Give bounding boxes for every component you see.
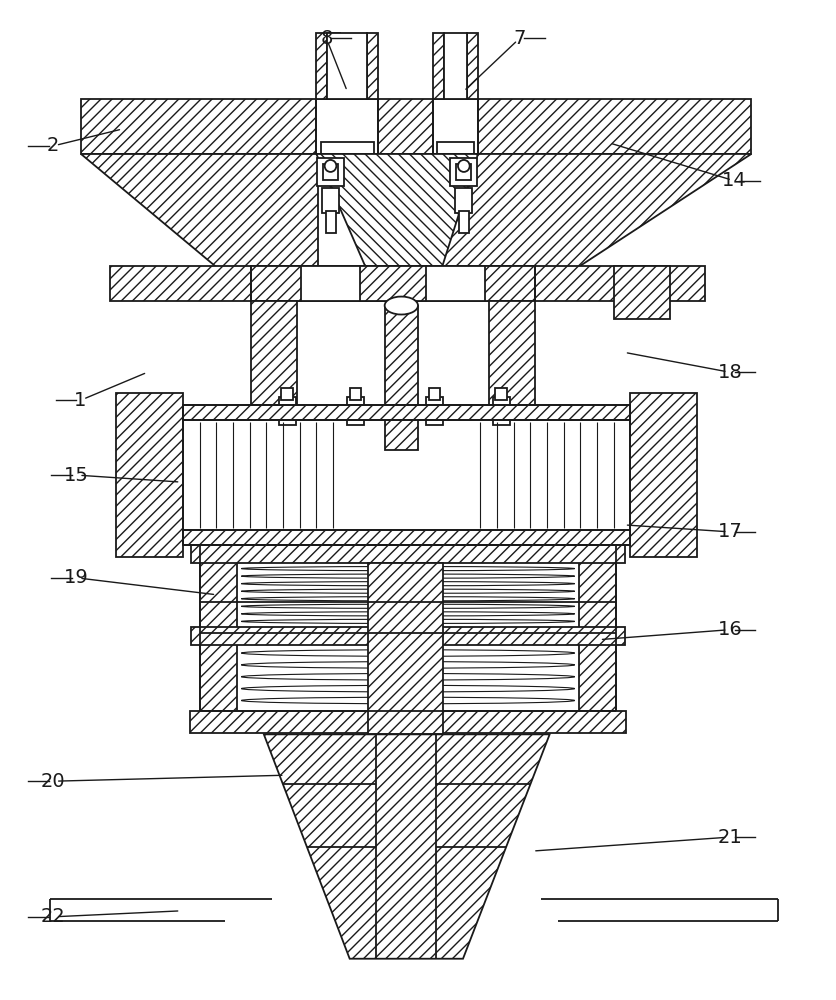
Bar xyxy=(433,99,478,154)
Text: 16: 16 xyxy=(718,620,743,639)
Ellipse shape xyxy=(242,619,574,623)
Bar xyxy=(493,397,510,425)
Text: 20: 20 xyxy=(41,772,65,791)
Ellipse shape xyxy=(242,612,574,616)
Bar xyxy=(444,33,467,99)
Polygon shape xyxy=(81,154,318,296)
Bar xyxy=(252,266,301,301)
Bar xyxy=(347,397,364,425)
Bar xyxy=(451,158,477,186)
Ellipse shape xyxy=(458,160,470,172)
Bar xyxy=(80,99,752,154)
Bar xyxy=(190,711,626,733)
Bar xyxy=(459,211,469,233)
Ellipse shape xyxy=(242,685,574,692)
Bar xyxy=(437,142,474,154)
Ellipse shape xyxy=(242,567,574,571)
Bar xyxy=(426,397,443,425)
Bar xyxy=(200,545,237,711)
Bar xyxy=(359,266,426,301)
Bar xyxy=(316,99,378,154)
Bar xyxy=(429,388,441,400)
Bar xyxy=(252,301,297,405)
Bar xyxy=(456,164,472,180)
Bar xyxy=(183,405,630,420)
Bar xyxy=(252,266,535,301)
Text: 8: 8 xyxy=(320,29,333,48)
Bar xyxy=(320,142,374,154)
Bar xyxy=(485,266,535,301)
Bar xyxy=(489,301,535,405)
Bar xyxy=(496,388,507,400)
Bar xyxy=(316,33,327,99)
Polygon shape xyxy=(316,154,478,296)
Bar xyxy=(368,563,443,734)
Bar xyxy=(467,33,478,99)
Bar xyxy=(322,188,339,213)
Bar xyxy=(456,188,472,213)
Bar xyxy=(614,266,670,319)
Ellipse shape xyxy=(242,662,574,668)
Text: 1: 1 xyxy=(74,391,87,410)
Bar xyxy=(110,266,706,301)
Text: 21: 21 xyxy=(718,828,743,847)
Text: 17: 17 xyxy=(718,522,743,541)
Bar xyxy=(191,627,624,645)
Bar xyxy=(191,545,624,563)
Polygon shape xyxy=(116,393,183,557)
Ellipse shape xyxy=(242,574,574,578)
Polygon shape xyxy=(264,734,549,959)
Text: 18: 18 xyxy=(718,363,743,382)
Text: 7: 7 xyxy=(513,29,526,48)
Bar xyxy=(279,397,295,425)
Bar xyxy=(327,33,367,99)
Ellipse shape xyxy=(242,673,574,680)
Bar xyxy=(323,164,338,180)
Polygon shape xyxy=(378,154,752,296)
Text: 19: 19 xyxy=(64,568,89,587)
Bar xyxy=(349,388,361,400)
Ellipse shape xyxy=(242,604,574,608)
Bar xyxy=(367,33,378,99)
Bar xyxy=(282,388,293,400)
Ellipse shape xyxy=(242,650,574,656)
Polygon shape xyxy=(630,393,697,557)
Text: 14: 14 xyxy=(722,171,747,190)
Text: 22: 22 xyxy=(41,907,65,926)
Bar xyxy=(329,33,339,99)
Bar xyxy=(433,33,444,99)
Bar xyxy=(385,306,418,450)
Bar xyxy=(183,530,630,545)
Text: 15: 15 xyxy=(64,466,89,485)
Text: 2: 2 xyxy=(47,136,59,155)
Ellipse shape xyxy=(242,597,574,601)
Ellipse shape xyxy=(242,582,574,586)
Ellipse shape xyxy=(385,297,418,315)
Bar xyxy=(325,211,335,233)
Ellipse shape xyxy=(242,697,574,704)
Ellipse shape xyxy=(324,160,336,172)
Ellipse shape xyxy=(242,589,574,593)
Bar xyxy=(579,545,616,711)
Bar xyxy=(317,158,344,186)
